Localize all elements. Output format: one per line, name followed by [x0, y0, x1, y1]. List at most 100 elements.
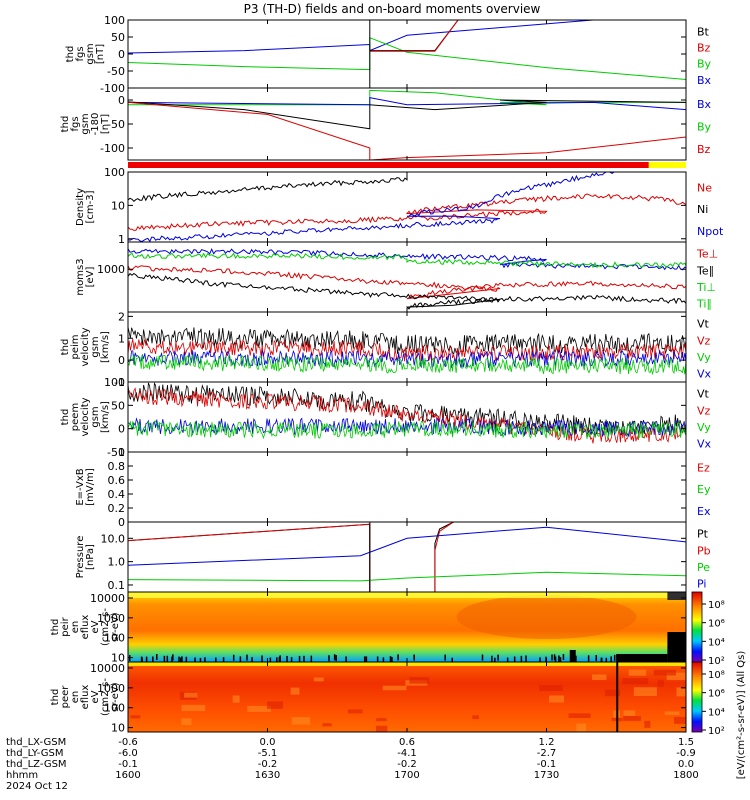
spectrogram-patch	[548, 695, 565, 703]
data-gap-block	[667, 592, 686, 600]
noise-pixel	[539, 657, 541, 662]
noise-pixel	[497, 654, 499, 661]
noise-pixel	[444, 654, 446, 661]
y-axis-label-line: thd	[60, 116, 71, 133]
series-line	[128, 526, 686, 566]
noise-pixel	[640, 655, 643, 662]
noise-pixel	[571, 654, 573, 661]
colorbar-tick-label: 10²	[708, 726, 725, 737]
spectrogram-patch	[604, 689, 621, 697]
noise-pixel	[553, 654, 556, 661]
series-line	[128, 420, 686, 440]
panel-frame	[127, 521, 687, 593]
spectrogram-patch	[628, 669, 647, 676]
y-tick-label: 2	[118, 310, 125, 323]
legend-entry: Ti∥	[696, 298, 712, 311]
xaxis-row-value: 0.0	[678, 759, 694, 770]
legend-entry: Vz	[697, 334, 711, 347]
spectrogram-patch	[472, 715, 479, 720]
noise-pixel	[156, 654, 158, 661]
flag-red-segment	[128, 162, 649, 168]
flag-yellow-segment	[648, 162, 686, 168]
panel-frame	[127, 451, 687, 523]
noise-pixel	[644, 656, 646, 662]
xaxis-row-value: 1.2	[539, 737, 555, 748]
legend-entry: Vt	[697, 318, 710, 331]
spectrogram-patch	[653, 669, 676, 676]
colorbar	[691, 661, 703, 733]
y-axis-label-line: [eV]	[85, 267, 96, 288]
noise-pixel	[649, 657, 652, 662]
noise-pixel	[310, 655, 313, 662]
legend-entry: Pi	[697, 578, 706, 591]
noise-pixel	[279, 655, 281, 662]
series-line	[128, 193, 686, 231]
spectrogram-patch	[130, 715, 141, 719]
y-axis-label: E=-VxB [mV/m]	[75, 468, 96, 506]
y-axis-label-line: sr-eV)	[110, 682, 121, 711]
y-tick-label: 10000	[90, 662, 125, 675]
spectrogram-patch	[181, 718, 192, 726]
xaxis-row-name: thd_LX-GSM	[6, 737, 66, 748]
noise-pixel	[663, 657, 666, 662]
noise-pixel	[335, 655, 337, 662]
legend-entry: Vt	[697, 388, 710, 401]
noise-pixel	[199, 657, 202, 662]
noise-pixel	[506, 657, 509, 662]
y-tick-label: 100	[104, 376, 125, 389]
xaxis-row-value: -6.0	[118, 748, 138, 759]
legend-entry: Vy	[697, 351, 711, 364]
panel-efield: 00.20.40.60.81 E=-VxB [mV/m] Ez Ey Ex	[75, 446, 711, 529]
y-axis-label-line: fgs	[70, 116, 81, 131]
noise-pixel	[194, 657, 196, 662]
series-line	[128, 571, 686, 582]
y-axis-label-line: eV	[90, 620, 101, 633]
spectrogram-patch	[290, 687, 300, 695]
noise-pixel	[363, 656, 366, 662]
xaxis-row-value: 1630	[255, 770, 280, 781]
legend-entry: Vx	[697, 368, 712, 381]
panel-frame	[127, 19, 687, 89]
xaxis-row-name: thd_LZ-GSM	[6, 759, 67, 770]
xaxis-row-value: -0.2	[397, 759, 417, 770]
panel-peem_v: -50 0 50 100 thd peem velocity gsm [km/s] Vt Vz Vy V…	[60, 376, 712, 459]
colorbar-tick-label: 10⁸	[708, 670, 725, 681]
y-axis-label-line: peir	[60, 616, 71, 636]
legend-entry: Bz	[697, 42, 711, 55]
xaxis-row-name: hhmm	[6, 770, 38, 781]
noise-pixel	[559, 657, 562, 662]
noise-pixel	[328, 655, 330, 662]
y-axis-label-line: gsm	[90, 336, 101, 357]
y-axis-label-line: velocity	[80, 327, 91, 366]
noise-pixel	[145, 656, 148, 662]
y-axis-label-line: [cm-3]	[85, 190, 96, 223]
spectrogram-patch	[184, 692, 198, 698]
xaxis-row-value: -4.1	[397, 748, 417, 759]
spectrogram-patch	[382, 685, 407, 691]
series-line	[128, 99, 686, 130]
colorbar-tick-label: 10⁴	[708, 637, 725, 648]
data-gap-block	[667, 632, 686, 662]
legend-entry: Vy	[697, 421, 711, 434]
noise-pixel	[185, 656, 188, 662]
noise-pixel	[278, 656, 281, 662]
spectrogram-patch	[291, 717, 311, 725]
series-line	[128, 522, 454, 592]
legend-entry: Pe	[697, 561, 710, 574]
noise-pixel	[634, 654, 636, 661]
noise-pixel	[180, 657, 182, 662]
noise-pixel	[166, 655, 169, 662]
noise-pixel	[345, 656, 347, 662]
series-line	[128, 349, 686, 369]
spectrogram-patch	[664, 711, 680, 716]
colorbar-tick-label: 10²	[708, 656, 725, 667]
noise-pixel	[246, 654, 248, 661]
noise-pixel	[558, 655, 560, 662]
y-axis-label: Density [cm-3]	[75, 188, 96, 226]
spectrogram-patch	[576, 723, 587, 732]
spectrogram-patch	[347, 709, 363, 714]
y-tick-label: 10000	[90, 592, 125, 605]
y-tick-label: 1	[118, 446, 125, 459]
spectrogram-patch	[676, 687, 686, 697]
noise-pixel	[178, 656, 180, 662]
